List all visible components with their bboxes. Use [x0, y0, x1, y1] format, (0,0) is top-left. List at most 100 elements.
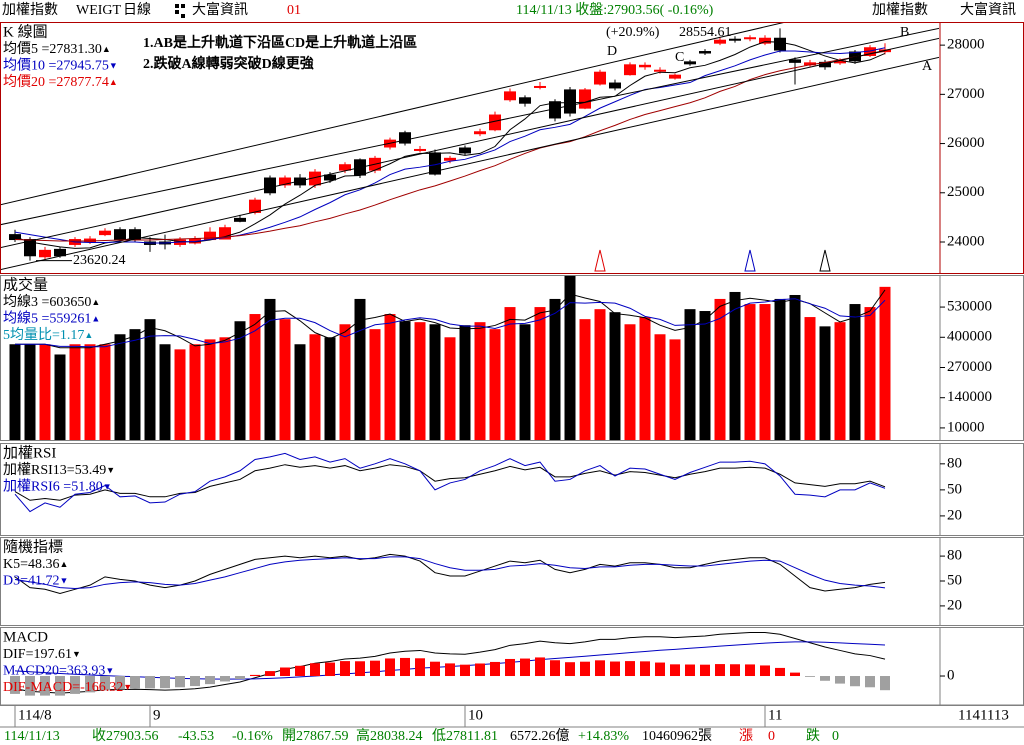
candle-body: [579, 89, 591, 109]
legend-name: DIF: [3, 647, 26, 662]
volume-bar: [99, 344, 111, 440]
volume-bar: [864, 307, 876, 440]
candle-body: [609, 82, 621, 89]
plot-area: [9, 275, 891, 440]
candle-body: [639, 64, 651, 68]
volume-bar: [819, 326, 831, 440]
legend-entry: DIF=197.61▼: [3, 647, 81, 662]
volume-bar: [444, 337, 456, 440]
legend-name: MACD20: [3, 664, 59, 679]
trendline-label: C: [675, 50, 684, 65]
histogram-bar: [175, 676, 185, 688]
footer-up-count: 0: [768, 729, 775, 744]
histogram-bar: [295, 665, 305, 677]
legend-readout: =197.61: [26, 647, 72, 662]
signal-marker: [594, 249, 606, 272]
legend-readout: =-166.32: [72, 680, 123, 695]
x-tick-label: 9: [153, 707, 161, 723]
volume-bar: [189, 344, 201, 440]
histogram-bar: [370, 660, 380, 677]
volume-bar: [354, 298, 366, 440]
candle-body: [474, 131, 486, 135]
volume-bar: [414, 322, 426, 440]
footer-open: 開27867.59: [282, 729, 349, 744]
footer-close: 收27903.56: [92, 728, 159, 744]
histogram-bar: [550, 660, 560, 677]
volume-bar: [519, 324, 531, 440]
volume-bar: [564, 275, 576, 440]
legend-name: 均價10: [3, 57, 45, 74]
volume-bar: [459, 325, 471, 440]
volume-bar: [429, 324, 441, 440]
index-name: 加權指數: [2, 2, 58, 18]
legend-readout: =27877.74: [45, 75, 109, 90]
candle-body: [714, 39, 726, 44]
candle-body: [789, 59, 801, 63]
legend-entry: K5=48.36▲: [3, 557, 68, 572]
histogram-bar: [760, 665, 770, 677]
footer-volume: 10460962張: [642, 729, 712, 744]
histogram-bar: [775, 667, 785, 677]
trendline: [1, 23, 784, 206]
series-line: [14, 47, 886, 244]
volume-bar: [114, 334, 126, 440]
period-high-change: (+20.9%): [606, 25, 660, 40]
legend-arrow: ▼: [105, 666, 114, 676]
candle-body: [264, 177, 276, 194]
histogram-bar: [685, 664, 695, 677]
histogram-bar: [865, 676, 875, 688]
candle-body: [414, 148, 426, 151]
y-tick-label: 50: [947, 481, 962, 497]
histogram-bar: [565, 662, 575, 677]
histogram-bar: [40, 676, 50, 696]
volume-bar: [654, 334, 666, 440]
volume-bar: [219, 337, 231, 440]
trendline-label: D: [607, 44, 617, 59]
legend-arrow: ▼: [103, 482, 112, 492]
series-line: [14, 50, 886, 242]
volume-bar: [489, 329, 501, 440]
candle-body: [249, 199, 261, 213]
histogram-bar: [100, 676, 110, 691]
volume-bar: [69, 344, 81, 440]
volume-bar: [129, 329, 141, 440]
y-tick-label: 80: [947, 455, 962, 471]
footer-down-label: 跌: [806, 728, 820, 744]
legend-readout: =27945.75: [45, 59, 109, 74]
plot-area: [14, 553, 886, 594]
candle-body: [684, 61, 696, 65]
candle-body: [39, 249, 51, 258]
legend-arrow: ▲: [102, 44, 111, 54]
histogram-bar: [670, 664, 680, 677]
volume-bar: [759, 304, 771, 440]
legend-entry: 加權RSI13=53.49▼: [3, 462, 115, 478]
footer-amount: 6572.26億: [510, 728, 570, 744]
candle-body: [459, 147, 471, 154]
histogram-bar: [595, 660, 605, 677]
panel-title: K 線圖: [3, 23, 48, 40]
histogram-bar: [430, 661, 440, 677]
y-tick-label: 270000: [947, 359, 992, 375]
legend-readout: =48.36: [20, 557, 59, 572]
header: 加權指數 WEIGT 日線 大富資訊 01 114/11/13 收盤:27903…: [2, 1, 1016, 18]
trendline: [1, 56, 939, 270]
volume-bar: [9, 344, 21, 440]
histogram-bar: [325, 662, 335, 677]
legend-name: 加權RSI6: [3, 479, 60, 495]
legend-arrow: ▲: [60, 559, 69, 569]
histogram-bar: [310, 663, 320, 677]
number: 01: [287, 3, 301, 18]
histogram-bar: [85, 676, 95, 693]
legend-entry: 均價10 =27945.75▼: [3, 57, 118, 74]
legend-entry: 均價20 =27877.74▲: [3, 73, 118, 90]
y-tick-label: 80: [947, 548, 962, 564]
histogram-bar: [835, 676, 845, 684]
histogram-bar: [625, 661, 635, 677]
volume-bar: [549, 298, 561, 440]
volume-bar: [174, 349, 186, 440]
series-line: [14, 632, 886, 694]
legend-name: 加權RSI13: [3, 462, 67, 478]
x-tick-label: 11: [768, 707, 782, 723]
volume-bar: [249, 314, 261, 440]
